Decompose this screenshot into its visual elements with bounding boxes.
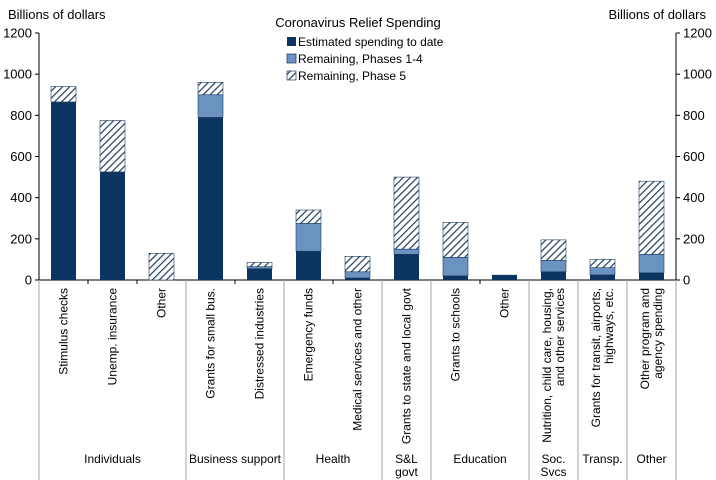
bar-phase5-12 bbox=[638, 180, 665, 255]
category-label-line: Grants for small bus. bbox=[204, 288, 218, 399]
bar-estimated-5 bbox=[296, 251, 321, 280]
category-label-line: and other services bbox=[553, 288, 567, 386]
bar-phase14-3 bbox=[197, 94, 224, 118]
legend-label-phase14: Remaining, Phases 1-4 bbox=[298, 52, 423, 66]
y-tick-label-left: 800 bbox=[10, 108, 32, 123]
y-tick-label-right: 1200 bbox=[683, 26, 712, 41]
bar-phase14-7 bbox=[393, 248, 420, 255]
group-label: Health bbox=[316, 452, 351, 466]
bar-phase14-4 bbox=[246, 266, 273, 269]
category-label-line: Unemp. insurance bbox=[106, 288, 120, 386]
y-tick-label-left: 1200 bbox=[3, 26, 32, 41]
bar-phase5-5 bbox=[295, 209, 322, 224]
category-label-8: Grants to schools bbox=[449, 288, 463, 381]
category-label-2: Other bbox=[155, 288, 169, 318]
bar-estimated-1 bbox=[100, 171, 125, 280]
category-label-10: Nutrition, child care, housing, and other… bbox=[540, 288, 567, 443]
category-label-1: Unemp. insurance bbox=[106, 288, 120, 386]
bar-phase5-7 bbox=[393, 176, 420, 250]
legend: Estimated spending to date Remaining, Ph… bbox=[286, 35, 444, 83]
group-label: S&L bbox=[395, 452, 418, 466]
bar-phase14-11 bbox=[589, 267, 616, 276]
bar-phase5-0 bbox=[50, 86, 77, 103]
y-tick-label-right: 600 bbox=[683, 149, 705, 164]
category-label-0: Stimulus checks bbox=[57, 288, 71, 375]
y-tick-label-right: 0 bbox=[683, 273, 690, 288]
category-label-line: highways, etc. bbox=[602, 288, 616, 364]
legend-label-phase5: Remaining, Phase 5 bbox=[298, 69, 406, 83]
bar-phase14-10 bbox=[540, 260, 567, 273]
bar-phase5-1 bbox=[99, 120, 126, 173]
bar-phase5-8 bbox=[442, 222, 469, 258]
category-label-line: agency spending bbox=[651, 288, 665, 379]
category-label-7: Grants to state and local govt bbox=[400, 287, 414, 444]
category-label-line: Other program and bbox=[638, 288, 652, 389]
category-label-line: Grants to state and local govt bbox=[400, 287, 414, 444]
category-label-9: Other bbox=[498, 288, 512, 318]
bar-estimated-12 bbox=[639, 272, 664, 280]
bar-estimated-4 bbox=[247, 268, 272, 280]
group-label: Business support bbox=[189, 452, 282, 466]
bar-estimated-6 bbox=[345, 277, 370, 280]
bar-phase14-12 bbox=[638, 253, 665, 274]
y-tick-label-right: 400 bbox=[683, 190, 705, 205]
y-tick-label-left: 0 bbox=[25, 273, 32, 288]
bar-phase5-10 bbox=[540, 239, 567, 261]
category-label-6: Medical services and other bbox=[351, 288, 365, 431]
legend-swatch-phase5 bbox=[286, 70, 297, 81]
bar-estimated-7 bbox=[394, 254, 419, 280]
y-tick-label-left: 1000 bbox=[3, 67, 32, 82]
bar-estimated-11 bbox=[590, 274, 615, 280]
bar-estimated-3 bbox=[198, 117, 223, 281]
group-label: Soc. bbox=[541, 452, 565, 466]
bar-phase5-2 bbox=[148, 252, 175, 281]
legend-label-estimated: Estimated spending to date bbox=[298, 35, 444, 49]
group-label: Individuals bbox=[84, 452, 141, 466]
category-label-5: Emergency funds bbox=[302, 288, 316, 381]
y-tick-label-right: 1000 bbox=[683, 67, 712, 82]
chart-title: Coronavirus Relief Spending bbox=[275, 15, 440, 30]
category-label-line: Grants for transit, airports, bbox=[589, 288, 603, 427]
category-label-3: Grants for small bus. bbox=[204, 288, 218, 399]
y-tick-label-left: 600 bbox=[10, 149, 32, 164]
y-tick-label-right: 200 bbox=[683, 231, 705, 246]
category-label-line: Other bbox=[498, 288, 512, 318]
category-label-line: Emergency funds bbox=[302, 288, 316, 381]
category-label-line: Stimulus checks bbox=[57, 288, 71, 375]
right-axis-label: Billions of dollars bbox=[608, 7, 706, 22]
legend-swatch-phase14 bbox=[286, 53, 297, 64]
bar-estimated-9 bbox=[492, 274, 517, 280]
bar-phase5-11 bbox=[589, 259, 616, 268]
bar-estimated-0 bbox=[51, 101, 76, 281]
legend-swatch-estimated bbox=[287, 37, 296, 46]
bar-estimated-10 bbox=[541, 271, 566, 280]
y-tick-label-left: 400 bbox=[10, 190, 32, 205]
bar-phase14-6 bbox=[344, 271, 371, 279]
group-label: Other bbox=[636, 452, 666, 466]
bar-phase14-5 bbox=[295, 223, 322, 252]
bar-estimated-8 bbox=[443, 275, 468, 280]
category-label-line: Medical services and other bbox=[351, 288, 365, 431]
group-label: Transp. bbox=[582, 452, 622, 466]
bar-phase5-3 bbox=[197, 82, 224, 96]
category-label-line: Other bbox=[155, 288, 169, 318]
category-label-line: Nutrition, child care, housing, bbox=[540, 288, 554, 443]
category-label-line: Grants to schools bbox=[449, 288, 463, 381]
y-tick-label-left: 200 bbox=[10, 231, 32, 246]
bar-phase5-6 bbox=[344, 256, 371, 273]
left-axis-label: Billions of dollars bbox=[8, 7, 106, 22]
group-label: govt bbox=[395, 465, 418, 479]
category-label-11: Grants for transit, airports, highways, e… bbox=[589, 288, 616, 427]
category-label-4: Distressed industries bbox=[253, 288, 267, 399]
category-label-12: Other program and agency spending bbox=[638, 288, 665, 389]
bar-phase14-8 bbox=[442, 257, 469, 277]
bar-phase5-4 bbox=[246, 262, 273, 267]
category-label-line: Distressed industries bbox=[253, 288, 267, 399]
group-label: Svcs bbox=[540, 465, 566, 479]
group-label: Education bbox=[453, 452, 506, 466]
y-tick-label-right: 800 bbox=[683, 108, 705, 123]
